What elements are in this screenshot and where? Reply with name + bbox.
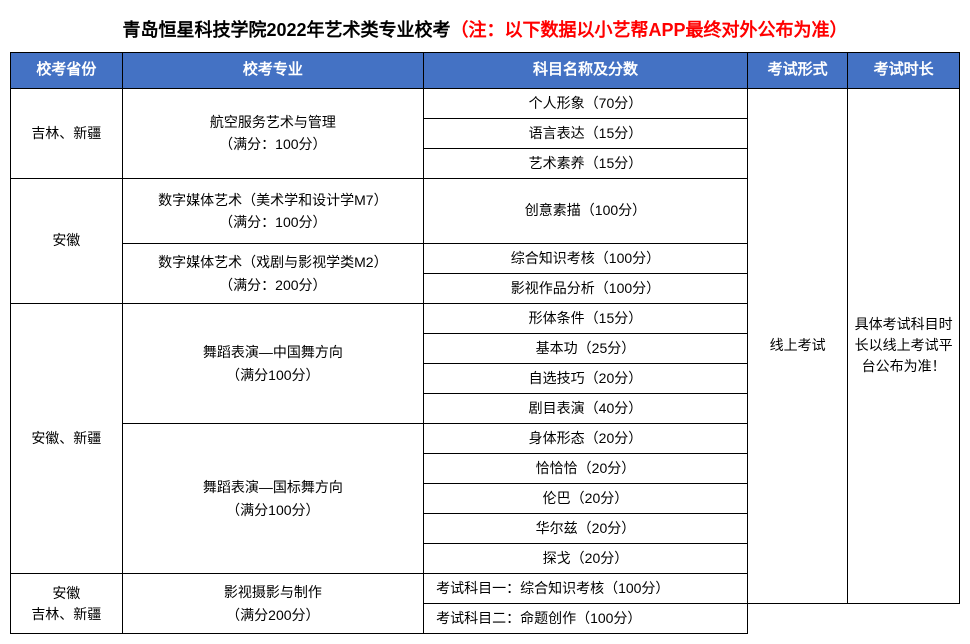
province-cell: 安徽 吉林、新疆 — [11, 574, 123, 634]
subject-cell: 语言表达（15分） — [424, 118, 748, 148]
subject-cell: 综合知识考核（100分） — [424, 244, 748, 274]
major-line2: （满分200分） — [226, 607, 319, 623]
province-cell: 安徽 — [11, 178, 123, 304]
header-format: 考试形式 — [747, 53, 847, 89]
subject-cell: 影视作品分析（100分） — [424, 274, 748, 304]
subject-cell: 考试科目一：综合知识考核（100分） — [424, 574, 748, 604]
subject-cell: 探戈（20分） — [424, 544, 748, 574]
header-duration: 考试时长 — [848, 53, 960, 89]
format-cell: 线上考试 — [747, 88, 847, 604]
major-line2: （满分：100分） — [219, 136, 326, 152]
major-cell: 舞蹈表演—国标舞方向 （满分100分） — [122, 424, 423, 574]
subject-cell: 恰恰恰（20分） — [424, 454, 748, 484]
subject-cell: 形体条件（15分） — [424, 304, 748, 334]
subject-cell: 基本功（25分） — [424, 334, 748, 364]
title-main: 青岛恒星科技学院2022年艺术类专业校考 — [122, 20, 450, 40]
major-cell: 航空服务艺术与管理 （满分：100分） — [122, 88, 423, 178]
exam-table-container: 青岛恒星科技学院2022年艺术类专业校考（注：以下数据以小艺帮APP最终对外公布… — [10, 10, 960, 634]
subject-cell: 剧目表演（40分） — [424, 394, 748, 424]
table-title: 青岛恒星科技学院2022年艺术类专业校考（注：以下数据以小艺帮APP最终对外公布… — [10, 10, 960, 52]
header-province: 校考省份 — [11, 53, 123, 89]
subject-cell: 华尔兹（20分） — [424, 514, 748, 544]
subject-cell: 自选技巧（20分） — [424, 364, 748, 394]
subject-cell: 创意素描（100分） — [424, 178, 748, 244]
province-line2: 吉林、新疆 — [31, 606, 101, 622]
major-line1: 舞蹈表演—中国舞方向 — [203, 344, 343, 360]
major-line2: （满分100分） — [226, 367, 319, 383]
major-line1: 数字媒体艺术（美术学和设计学M7） — [158, 192, 387, 208]
exam-table: 校考省份 校考专业 科目名称及分数 考试形式 考试时长 吉林、新疆 航空服务艺术… — [10, 52, 960, 634]
province-cell: 吉林、新疆 — [11, 88, 123, 178]
title-note: （注：以下数据以小艺帮APP最终对外公布为准） — [451, 20, 848, 40]
subject-cell: 艺术素养（15分） — [424, 148, 748, 178]
major-line2: （满分：200分） — [219, 277, 326, 293]
subject-cell: 个人形象（70分） — [424, 88, 748, 118]
subject-cell: 身体形态（20分） — [424, 424, 748, 454]
major-line1: 数字媒体艺术（戏剧与影视学类M2） — [158, 254, 387, 270]
subject-cell: 考试科目二：命题创作（100分） — [424, 604, 748, 634]
major-line1: 影视摄影与制作 — [224, 584, 322, 600]
header-subject: 科目名称及分数 — [424, 53, 748, 89]
header-row: 校考省份 校考专业 科目名称及分数 考试形式 考试时长 — [11, 53, 960, 89]
header-major: 校考专业 — [122, 53, 423, 89]
duration-cell: 具体考试科目时长以线上考试平台公布为准！ — [848, 88, 960, 604]
major-line1: 航空服务艺术与管理 — [210, 114, 336, 130]
major-cell: 舞蹈表演—中国舞方向 （满分100分） — [122, 304, 423, 424]
province-line1: 安徽 — [52, 585, 80, 601]
major-cell: 影视摄影与制作 （满分200分） — [122, 574, 423, 634]
major-cell: 数字媒体艺术（美术学和设计学M7） （满分：100分） — [122, 178, 423, 244]
table-row: 吉林、新疆 航空服务艺术与管理 （满分：100分） 个人形象（70分） 线上考试… — [11, 88, 960, 118]
subject-cell: 伦巴（20分） — [424, 484, 748, 514]
major-line1: 舞蹈表演—国标舞方向 — [203, 479, 343, 495]
major-line2: （满分100分） — [226, 502, 319, 518]
major-line2: （满分：100分） — [219, 214, 326, 230]
province-cell: 安徽、新疆 — [11, 304, 123, 574]
major-cell: 数字媒体艺术（戏剧与影视学类M2） （满分：200分） — [122, 244, 423, 304]
